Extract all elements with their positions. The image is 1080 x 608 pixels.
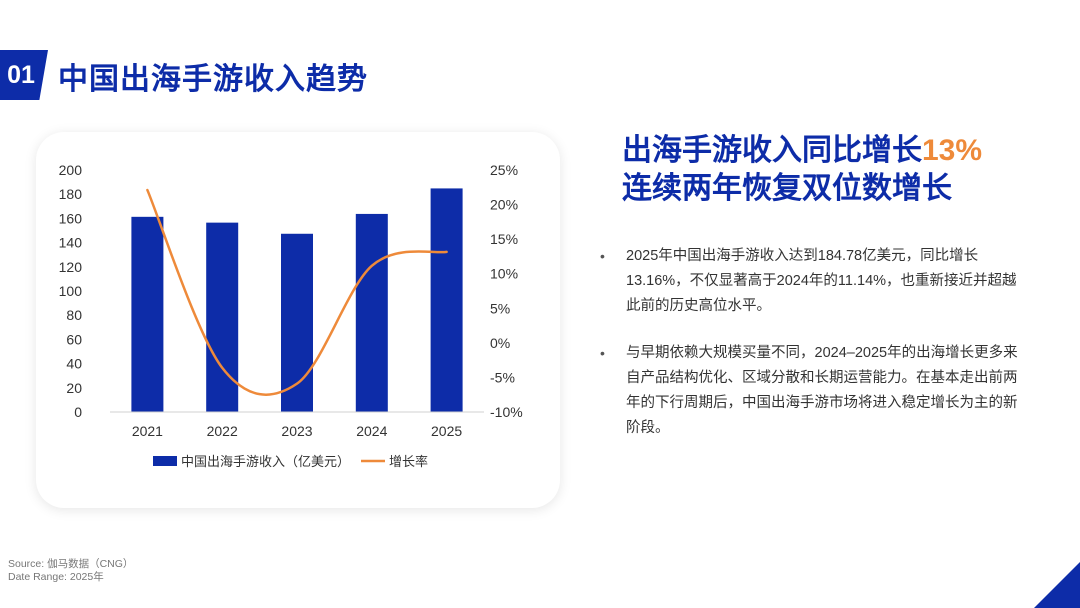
left-axis-tick-label: 60 [66, 331, 82, 347]
x-axis-ticks: 2021 2022 2023 2024 2025 [132, 423, 463, 439]
right-axis-tick-label: 5% [490, 300, 510, 316]
left-axis-tick-label: 200 [59, 162, 83, 178]
revenue-bar [281, 233, 313, 412]
growth-rate-line [146, 188, 448, 396]
x-axis-tick-label: 2023 [281, 423, 312, 439]
left-axis-ticks: 0 20 40 60 80 100 120 140 160 180 200 [59, 162, 83, 420]
date-range-line: Date Range: 2025年 [8, 571, 104, 583]
source-note: Source: 伽马数据（CNG） Date Range: 2025年 [8, 558, 133, 584]
corner-decoration [1034, 562, 1080, 608]
right-axis-tick-label: 20% [490, 197, 518, 213]
revenue-bar [206, 222, 239, 412]
right-axis-tick-label: -5% [490, 369, 515, 385]
headline-line1: 出海手游收入同比增长 [622, 134, 922, 167]
x-axis-tick-label: 2021 [132, 423, 163, 439]
chart-card: 0 20 40 60 80 100 120 140 160 180 200 -10% -5% 0% 5% 1… [36, 132, 560, 508]
left-axis-tick-label: 80 [66, 307, 82, 323]
right-axis-ticks: -10% -5% 0% 5% 10% 15% 20% 25% [490, 162, 523, 420]
section-title: 中国出海手游收入趋势 [58, 63, 368, 96]
source-line: Source: 伽马数据（CNG） [8, 558, 134, 570]
left-axis-tick-label: 0 [74, 404, 82, 420]
left-axis-tick-label: 20 [66, 380, 82, 396]
headline-line2: 连续两年恢复双位数增长 [622, 172, 952, 205]
bullet-text: 与早期依赖大规模买量不同，2024–2025年的出海增长更多来自产品结构优化、区… [626, 345, 1018, 436]
left-axis-tick-label: 100 [59, 283, 83, 299]
right-axis-tick-label: 25% [490, 162, 518, 178]
bullet-item: • 与早期依赖大规模买量不同，2024–2025年的出海增长更多来自产品结构优化、… [600, 341, 1020, 441]
revenue-bar [131, 216, 164, 412]
revenue-bar [430, 188, 463, 412]
bullet-dot-icon: • [600, 345, 605, 361]
section-number-badge: 01 [0, 50, 48, 100]
x-axis-tick-label: 2022 [207, 423, 238, 439]
legend-line-label: 增长率 [389, 454, 428, 469]
legend-bar-label: 中国出海手游收入（亿美元） [181, 454, 350, 469]
headline-highlight: 13% [922, 134, 983, 167]
bullet-list: • 2025年中国出海手游收入达到184.78亿美元，同比增长13.16%，不仅显… [600, 244, 1020, 463]
bullet-text: 2025年中国出海手游收入达到184.78亿美元，同比增长13.16%，不仅显著… [626, 248, 1017, 314]
revenue-growth-chart: 0 20 40 60 80 100 120 140 160 180 200 -10% -5% 0% 5% 1… [59, 162, 523, 469]
bullet-dot-icon: • [600, 248, 605, 264]
left-axis-tick-label: 180 [59, 186, 83, 202]
legend-bar-swatch [153, 456, 177, 466]
growth-line-layer [146, 188, 448, 396]
right-axis-tick-label: -10% [490, 404, 523, 420]
left-axis-tick-label: 160 [59, 210, 83, 226]
headline: 出海手游收入同比增长13% 连续两年恢复双位数增长 [622, 132, 982, 208]
x-axis-tick-label: 2024 [356, 423, 387, 439]
right-axis-tick-label: 15% [490, 231, 518, 247]
left-axis-tick-label: 40 [66, 356, 82, 372]
chart-legend: 中国出海手游收入（亿美元） 增长率 [153, 454, 428, 469]
x-axis-tick-label: 2025 [431, 423, 462, 439]
right-axis-tick-label: 10% [490, 266, 518, 282]
left-axis-tick-label: 120 [59, 259, 83, 275]
bullet-item: • 2025年中国出海手游收入达到184.78亿美元，同比增长13.16%，不仅显… [600, 244, 1020, 319]
revenue-bars [131, 188, 463, 412]
right-axis-tick-label: 0% [490, 335, 510, 351]
revenue-bar [355, 213, 388, 412]
left-axis-tick-label: 140 [59, 235, 83, 251]
